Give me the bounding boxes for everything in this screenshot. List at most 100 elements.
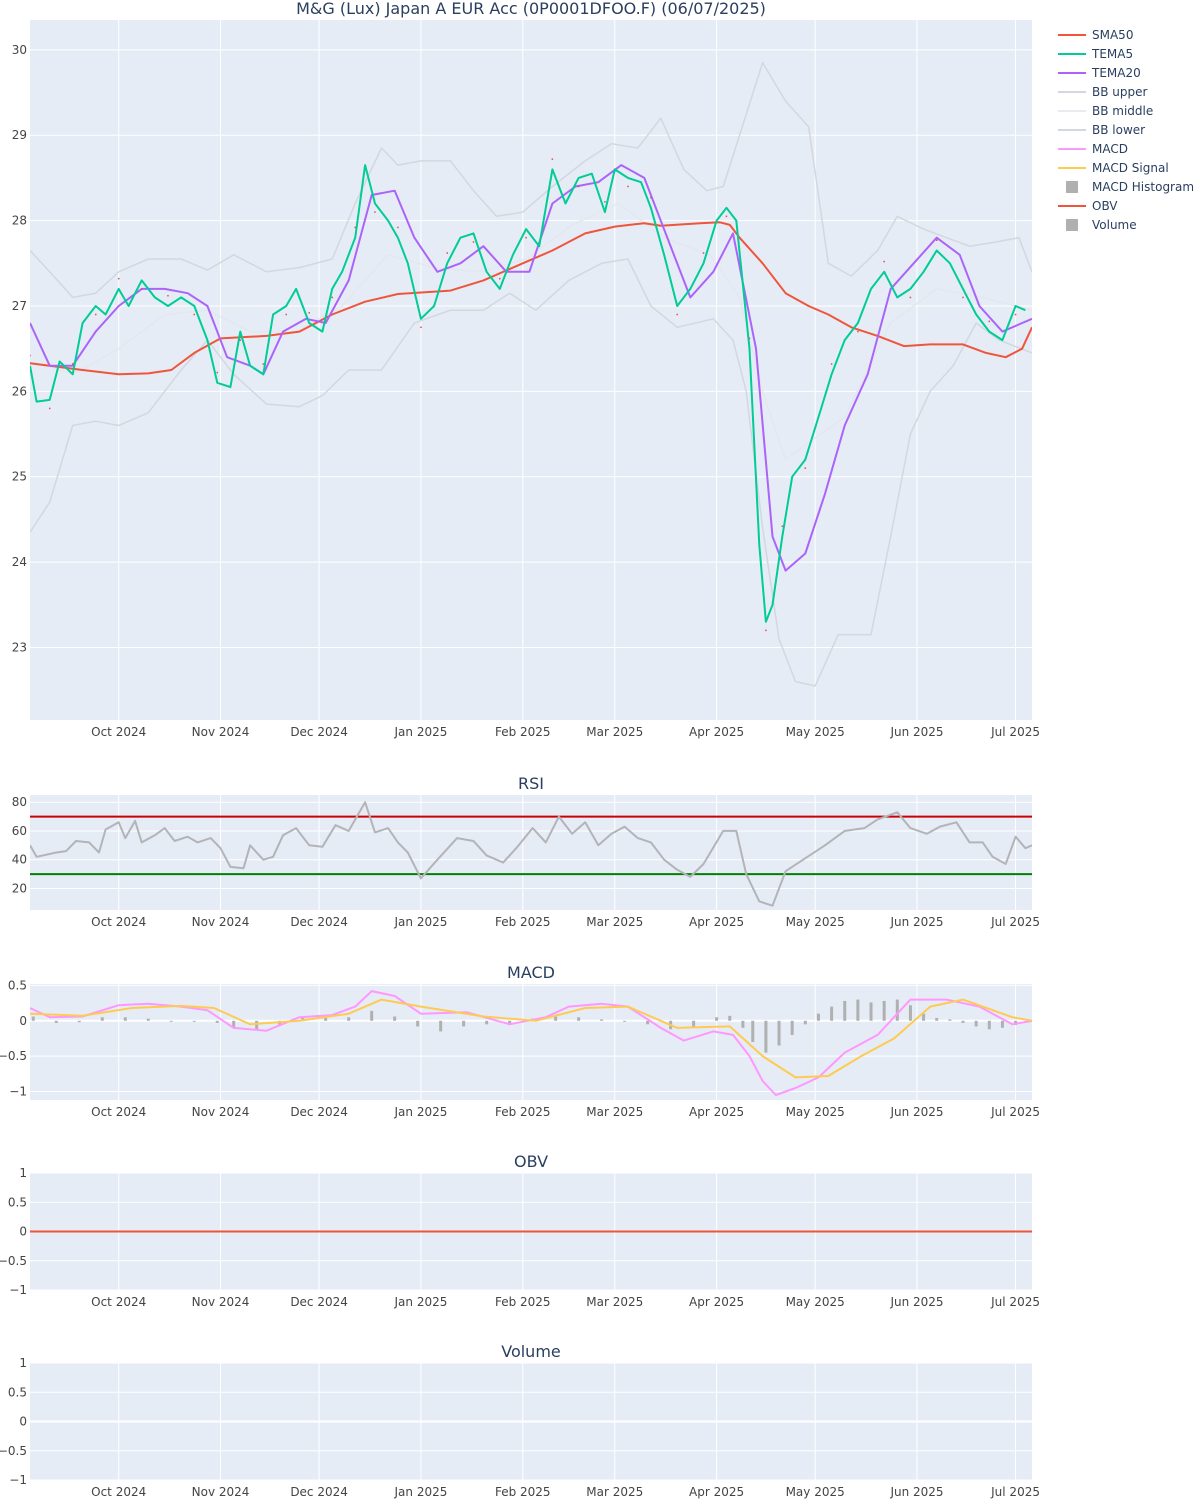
- macd-histogram-bar: [416, 1020, 420, 1027]
- price-marker: [725, 215, 728, 218]
- series-line-macd: [30, 990, 1032, 1096]
- x-tick-label: Feb 2025: [495, 1295, 551, 1309]
- x-tick-label: Apr 2025: [689, 1295, 744, 1309]
- x-tick-label: Dec 2024: [290, 1485, 348, 1499]
- chart-panels: Oct 2024 Nov 2024 Dec 2024 Jan 2025 Feb 2025…: [0, 0, 1040, 1499]
- panel-title: M&G (Lux) Japan A EUR Acc (0P0001DFOO.F)…: [296, 0, 766, 18]
- y-tick-label: 0.5: [8, 1195, 27, 1209]
- macd-histogram-bar: [232, 1020, 236, 1028]
- x-tick-label: Dec 2024: [290, 1295, 348, 1309]
- legend-label: OBV: [1092, 199, 1118, 213]
- x-tick-label: Jun 2025: [889, 915, 943, 929]
- price-marker: [140, 288, 143, 290]
- chart-legend[interactable]: SMA50 TEMA5 TEMA20 BB upper BB middle BB lowe…: [1058, 28, 1194, 232]
- macd-histogram-bar: [31, 1016, 35, 1021]
- x-tick-label: Jan 2025: [394, 915, 448, 929]
- legend-item-tema5[interactable]: TEMA5: [1058, 47, 1133, 61]
- y-tick-label: 40: [12, 853, 27, 867]
- macd-histogram-bar: [790, 1020, 794, 1035]
- price-marker: [94, 313, 97, 316]
- legend-item-obv[interactable]: OBV: [1058, 199, 1118, 213]
- y-tick-label: 0: [19, 1225, 27, 1239]
- y-tick-label: 28: [12, 214, 27, 228]
- legend-swatch: [1066, 181, 1078, 193]
- x-tick-label: May 2025: [786, 915, 845, 929]
- plot-area: [30, 61, 1032, 687]
- macd-histogram-bar: [816, 1013, 820, 1021]
- panel-macd: Oct 2024 Nov 2024 Dec 2024 Jan 2025 Feb 2025…: [0, 963, 1040, 1119]
- y-tick-label: 26: [12, 384, 27, 398]
- panel-title: OBV: [514, 1152, 548, 1171]
- x-tick-label: Jul 2025: [990, 915, 1040, 929]
- y-tick-label: 23: [12, 640, 27, 654]
- macd-histogram-bar: [646, 1020, 650, 1025]
- panel-title: MACD: [507, 963, 555, 982]
- macd-histogram-bar: [715, 1017, 719, 1021]
- price-marker: [525, 236, 527, 239]
- price-marker: [117, 277, 120, 280]
- macd-histogram-bar: [623, 1020, 627, 1022]
- series-line-bb-middle: [30, 202, 1032, 461]
- y-tick-label: 20: [12, 881, 27, 895]
- legend-item-macd-signal[interactable]: MACD Signal: [1058, 161, 1169, 175]
- plot-area: [30, 801, 1032, 907]
- x-tick-label: May 2025: [786, 1485, 845, 1499]
- y-tick-label: −0.5: [0, 1049, 27, 1063]
- legend-item-sma50[interactable]: SMA50: [1058, 28, 1133, 42]
- macd-histogram-bar: [741, 1020, 745, 1028]
- legend-item-macd-histogram[interactable]: MACD Histogram: [1066, 180, 1194, 194]
- legend-label: BB lower: [1092, 123, 1145, 137]
- price-marker: [71, 363, 74, 365]
- x-tick-label: Apr 2025: [689, 1485, 744, 1499]
- macd-histogram-bar: [324, 1017, 328, 1021]
- macd-histogram-bar: [1000, 1020, 1004, 1028]
- y-tick-label: 27: [12, 299, 27, 313]
- x-tick-label: Dec 2024: [290, 915, 348, 929]
- x-tick-label: Nov 2024: [192, 1295, 250, 1309]
- x-tick-label: Mar 2025: [586, 915, 643, 929]
- series-line-tema20: [30, 164, 1032, 572]
- x-tick-label: Mar 2025: [586, 1295, 643, 1309]
- x-tick-label: Apr 2025: [689, 1105, 744, 1119]
- y-tick-label: 25: [12, 470, 27, 484]
- legend-item-bb-middle[interactable]: BB middle: [1058, 104, 1153, 118]
- y-tick-label: 29: [12, 128, 27, 142]
- x-tick-label: Jan 2025: [394, 1485, 448, 1499]
- price-marker: [331, 296, 333, 299]
- x-tick-label: Jul 2025: [990, 1105, 1040, 1119]
- x-tick-label: Oct 2024: [91, 1295, 146, 1309]
- x-tick-label: Jun 2025: [889, 1485, 943, 1499]
- legend-item-macd[interactable]: MACD: [1058, 142, 1128, 156]
- macd-histogram-bar: [922, 1013, 926, 1021]
- macd-histogram-bar: [301, 1017, 305, 1021]
- y-tick-label: 60: [12, 824, 27, 838]
- legend-label: MACD Signal: [1092, 161, 1169, 175]
- legend-label: SMA50: [1092, 28, 1133, 42]
- price-marker: [308, 312, 310, 314]
- legend-label: Volume: [1092, 218, 1137, 232]
- x-tick-label: Dec 2024: [290, 725, 348, 739]
- legend-item-bb-upper[interactable]: BB upper: [1058, 85, 1148, 99]
- plot-background: [30, 984, 1032, 1100]
- x-tick-label: Apr 2025: [689, 725, 744, 739]
- x-tick-label: May 2025: [786, 1295, 845, 1309]
- x-tick-label: Nov 2024: [192, 1485, 250, 1499]
- y-tick-label: −0.5: [0, 1254, 27, 1268]
- x-tick-label: Feb 2025: [495, 915, 551, 929]
- y-tick-label: −1: [9, 1283, 27, 1297]
- x-tick-label: Jul 2025: [990, 725, 1040, 739]
- x-tick-label: Mar 2025: [586, 1105, 643, 1119]
- series-line-bb-lower: [30, 258, 1032, 687]
- macd-histogram-bar: [215, 1020, 219, 1023]
- x-tick-label: Jan 2025: [394, 725, 448, 739]
- x-tick-label: Oct 2024: [91, 1485, 146, 1499]
- legend-item-tema20[interactable]: TEMA20: [1058, 66, 1141, 80]
- price-marker: [883, 260, 885, 263]
- macd-histogram-bar: [777, 1020, 781, 1046]
- legend-item-volume[interactable]: Volume: [1066, 218, 1137, 232]
- price-marker: [857, 330, 859, 333]
- legend-label: TEMA5: [1091, 47, 1133, 61]
- legend-item-bb-lower[interactable]: BB lower: [1058, 123, 1145, 137]
- y-tick-label: 30: [12, 43, 27, 57]
- price-marker: [962, 296, 964, 299]
